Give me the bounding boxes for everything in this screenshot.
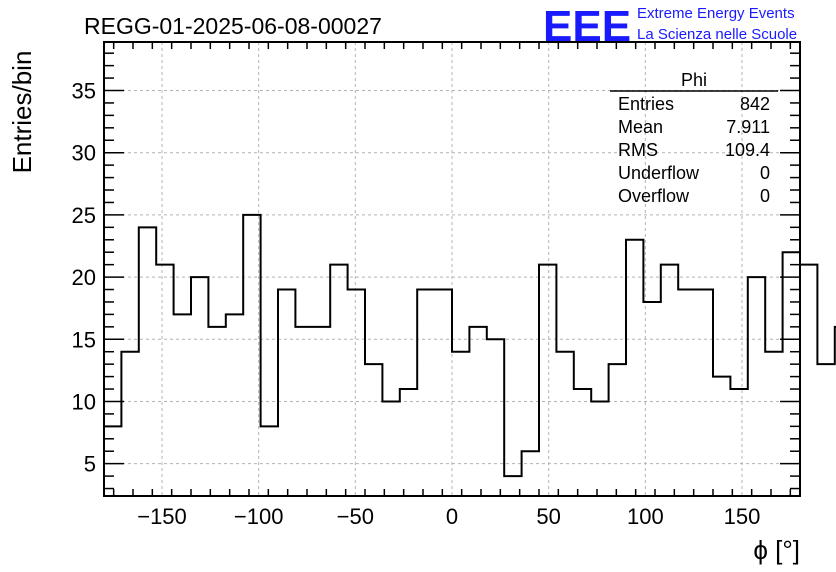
histogram-outline — [104, 213, 836, 478]
stats-rows: Entries 842 Mean 7.911 RMS 109.4 Underflow 0 Ove… — [618, 94, 770, 206]
histogram-bin — [121, 352, 138, 496]
x-tick-label: 100 — [627, 504, 664, 529]
histogram-bin — [522, 451, 539, 496]
histogram-bin — [226, 314, 243, 496]
histogram-bin — [382, 401, 399, 496]
stats-value: 7.911 — [726, 117, 770, 137]
stats-label: Underflow — [618, 163, 700, 183]
axis-ticks — [104, 42, 800, 496]
stats-label: Mean — [618, 117, 663, 137]
x-tick-label: 50 — [536, 504, 560, 529]
stats-label: Overflow — [618, 186, 690, 206]
chart-title: REGG-01-2025-06-08-00027 — [84, 13, 382, 39]
histogram-bin — [261, 426, 278, 496]
y-tick-label: 20 — [72, 265, 96, 290]
histogram-bin — [696, 290, 713, 496]
histogram-bin — [713, 377, 730, 496]
histogram-bin — [556, 352, 573, 496]
y-tick-label: 15 — [72, 327, 96, 352]
stats-label: RMS — [618, 140, 658, 160]
histogram-bin — [452, 352, 469, 496]
logo-mark: EEE — [543, 2, 631, 51]
histogram-bin — [591, 401, 608, 496]
histogram-bin — [800, 265, 817, 496]
histogram-bin — [435, 290, 452, 496]
histogram-bin — [365, 364, 382, 496]
histogram-bin — [417, 290, 434, 496]
histogram-bin — [104, 426, 121, 496]
x-tick-labels: −150 −100 −50 0 50 100 150 — [137, 504, 760, 529]
histogram-bin — [156, 265, 173, 496]
logo-line-2: La Scienza nelle Scuole — [637, 26, 797, 43]
histogram-bin — [191, 277, 208, 496]
y-tick-label: 25 — [72, 203, 96, 228]
x-tick-label: 0 — [446, 504, 458, 529]
histogram-bin — [487, 339, 504, 496]
x-tick-label: −100 — [234, 504, 284, 529]
y-tick-label: 30 — [72, 141, 96, 166]
histogram-bin — [330, 265, 347, 496]
histogram-bin — [574, 389, 591, 496]
histogram-bin — [643, 302, 660, 496]
histogram-bin — [313, 327, 330, 496]
histogram-bin — [765, 352, 782, 496]
x-tick-label: −150 — [137, 504, 187, 529]
stats-value: 0 — [760, 186, 770, 206]
eee-logo: EEE Extreme Energy Events La Scienza nel… — [543, 2, 797, 51]
histogram-bin — [817, 364, 834, 496]
histogram-bin — [469, 327, 486, 496]
y-axis-label: Entries/bin — [7, 51, 37, 174]
histogram-bin — [348, 290, 365, 496]
histogram-bin — [243, 215, 260, 496]
histogram-bin — [539, 265, 556, 496]
histogram-bin — [174, 314, 191, 496]
stats-value: 842 — [740, 94, 770, 114]
histogram-bin — [730, 389, 747, 496]
y-tick-label: 10 — [72, 389, 96, 414]
y-tick-label: 35 — [72, 79, 96, 104]
plot-frame — [103, 41, 801, 497]
histogram-bin — [295, 327, 312, 496]
y-tick-label: 5 — [84, 452, 96, 477]
stats-value: 0 — [760, 163, 770, 183]
stats-box: Phi Entries 842 Mean 7.911 RMS 109.4 Underflow… — [610, 70, 778, 206]
stats-title: Phi — [681, 70, 707, 90]
histogram-bin — [661, 265, 678, 496]
logo-line-1: Extreme Energy Events — [637, 5, 795, 22]
histogram-bin — [208, 327, 225, 496]
histogram-bin — [626, 240, 643, 496]
histogram-bin — [139, 227, 156, 496]
stats-label: Entries — [618, 94, 674, 114]
x-tick-label: 150 — [724, 504, 761, 529]
x-tick-label: −50 — [337, 504, 374, 529]
histogram-bin — [609, 364, 626, 496]
stats-value: 109.4 — [725, 140, 770, 160]
histogram-bin — [278, 290, 295, 496]
histogram-bin — [678, 290, 695, 496]
x-axis-label: ϕ [°] — [753, 535, 800, 565]
histogram-bin — [400, 389, 417, 496]
y-tick-labels: 5 10 15 20 25 30 35 — [72, 79, 96, 477]
histogram-bin — [748, 277, 765, 496]
